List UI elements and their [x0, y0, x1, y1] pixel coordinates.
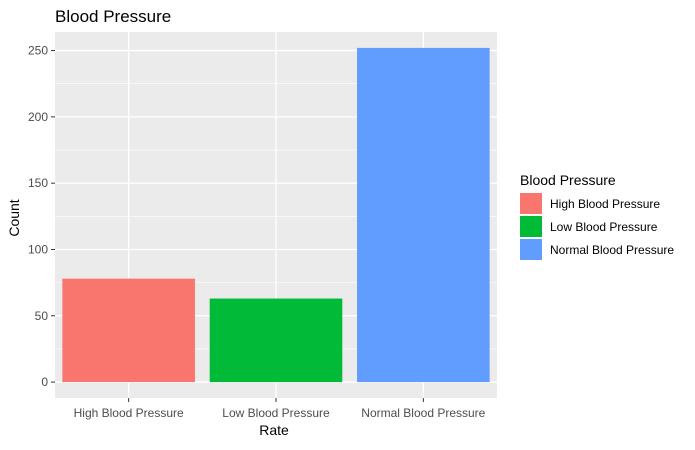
y-tick-label: 200	[28, 110, 48, 124]
y-tick-label: 0	[41, 375, 48, 389]
y-tick-label: 250	[28, 44, 48, 58]
legend-entry-label: High Blood Pressure	[550, 197, 660, 211]
y-tick-label: 150	[28, 176, 48, 190]
x-axis: High Blood Pressure Low Blood Pressure Nor…	[74, 398, 486, 420]
x-tick-label: Normal Blood Pressure	[361, 406, 485, 420]
bar-low-blood-pressure	[209, 298, 343, 383]
x-tick-label: High Blood Pressure	[74, 406, 184, 420]
x-tick-label: Low Blood Pressure	[222, 406, 330, 420]
y-tick-label: 50	[35, 309, 49, 323]
legend-title: Blood Pressure	[520, 172, 616, 188]
legend: Blood Pressure High Blood Pressure Low Bl…	[520, 172, 674, 260]
chart-title: Blood Pressure	[55, 7, 171, 26]
y-axis: 0 50 100 150 200 250	[28, 44, 55, 389]
bar-high-blood-pressure	[62, 278, 195, 383]
x-axis-label: Rate	[259, 422, 289, 438]
y-axis-label: Count	[6, 199, 22, 236]
legend-entry-label: Normal Blood Pressure	[550, 243, 674, 257]
plot-panel	[55, 32, 497, 398]
legend-key	[520, 193, 542, 214]
legend-key	[520, 239, 542, 260]
y-tick-label: 100	[28, 242, 48, 256]
legend-key	[520, 216, 542, 237]
bar-normal-blood-pressure	[357, 47, 490, 383]
legend-entry-label: Low Blood Pressure	[550, 220, 658, 234]
